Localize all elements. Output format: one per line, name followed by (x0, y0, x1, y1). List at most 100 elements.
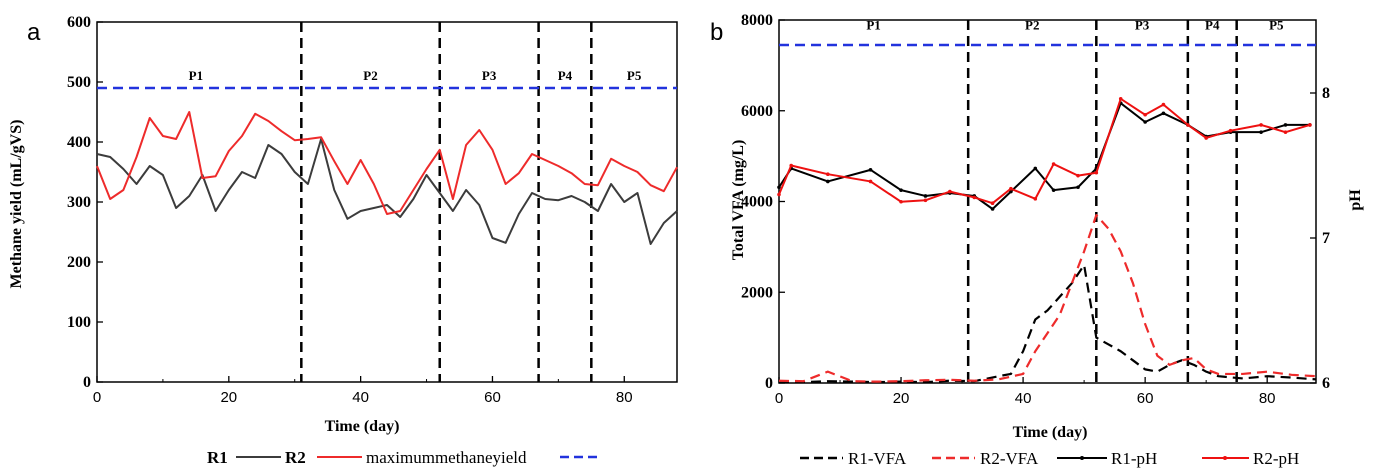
panel-b-series-r2-ph-point (1076, 173, 1080, 178)
panel-b-series-r1-ph-point (1051, 188, 1056, 192)
panel-b-series-r1-ph-point (826, 179, 830, 184)
panel-b-phase-label-p4: P4 (1205, 17, 1220, 32)
panel-b-series-r2-ph-point (1118, 97, 1123, 101)
panel-b-series-r1-ph-point (868, 168, 873, 172)
panel-b-x-tick-label: 40 (1015, 390, 1032, 407)
legend-label-r1-ph: R1-pH (1111, 449, 1157, 468)
panel-b-series-r1-ph-point (1033, 166, 1038, 171)
panel-b-series-r2-ph-point (868, 179, 873, 184)
panel-b-series-r2-ph-point (1283, 130, 1288, 134)
panel-a-x-tick-label: 20 (220, 389, 237, 406)
panel-b-series-r1-vfa-line (778, 263, 1317, 384)
panel-a-legend: R1 R2 maximummethaneyield (207, 448, 598, 467)
panel-b-series-r1-ph-point (990, 207, 995, 211)
panel-a-series-r2-line (96, 111, 678, 215)
panel-a-y-tick-label: 300 (67, 194, 91, 211)
panel-a-y-tick-label: 200 (67, 254, 91, 271)
panel-a-phase-label-p1: P1 (189, 68, 203, 83)
panel-a-plot-area: 0 20 40 60 80 0 100 200 300 400 500 600 P1 P2 P3 P4 P5 (67, 14, 678, 406)
legend-marker-r2-ph (1223, 456, 1227, 460)
panel-b-series-r1-ph-point (899, 188, 903, 192)
panel-b-series-r2-ph-point (1228, 128, 1233, 133)
panel-b-y-tick-label: 2000 (741, 284, 773, 301)
panel-a-phase-label-p2: P2 (363, 68, 377, 83)
panel-a-phase-label-p5: P5 (627, 68, 642, 83)
panel-b-series-r2-ph-point (1094, 170, 1099, 175)
legend-label-r2-ph: R2-pH (1253, 449, 1299, 468)
panel-b-series-r2-ph-point (1161, 102, 1166, 107)
legend-label-r2-vfa: R2-VFA (980, 449, 1039, 468)
panel-a-y-tick-label: 500 (67, 74, 91, 91)
panel-a-x-tick-label: 80 (616, 389, 633, 406)
panel-b-series-r1-ph-point (1259, 130, 1263, 134)
panel-b-series-r1-ph-point (1143, 120, 1147, 124)
legend-label-max-yield: maximummethaneyield (366, 448, 527, 467)
panel-b-series-r1-ph-point (777, 185, 781, 190)
panel-a: a 0 20 40 60 80 0 100 200 300 400 500 600 P1 P2 P3 P4 P5… (8, 14, 678, 467)
panel-b-series-r2-vfa-line (778, 214, 1317, 383)
panel-b-series-r1-ph-point (1009, 189, 1013, 194)
panel-b-series-r2-ph-point (990, 201, 995, 205)
panel-b-plot-area: 0 20 40 60 80 0 2000 4000 6000 8000 6 7 8 P1 P2 P3 P4 P5 (741, 12, 1330, 407)
panel-b-series-r1-ph-point (923, 194, 928, 198)
panel-b-y-axis-title: Total VFA (mg/L) (730, 140, 747, 261)
panel-b-y-tick-label: 6000 (741, 103, 773, 120)
panel-b-x-tick-label: 60 (1137, 390, 1154, 407)
panel-b-y2-tick-label: 7 (1322, 230, 1330, 247)
legend-label-r1: R1 (207, 448, 228, 467)
panel-b-y2-tick-label: 6 (1322, 375, 1330, 392)
panel-b-series-r2-ph-point (1051, 162, 1056, 166)
panel-a-y-tick-label: 0 (83, 374, 91, 391)
panel-b-x-tick-label: 20 (893, 390, 910, 407)
panel-b-series-r2-ph-point (923, 198, 928, 203)
panel-b-series-r2-ph-point (826, 172, 830, 176)
panel-b-y2-tick-label: 8 (1322, 85, 1330, 102)
panel-a-y-tick-label: 600 (67, 14, 91, 31)
panel-a-y-tick-label: 400 (67, 134, 91, 151)
panel-b-series-r1-ph-point (1076, 185, 1080, 190)
panel-b-series-r2-ph-line (778, 97, 1311, 205)
legend-marker-r1-ph (1080, 456, 1084, 460)
panel-b-y2-axis-title: pH (1347, 189, 1364, 211)
legend-label-r2: R2 (285, 448, 306, 467)
panel-a-phase-label-p3: P3 (482, 68, 497, 83)
legend-label-r1-vfa: R1-VFA (848, 449, 907, 468)
panel-a-x-axis-title: Time (day) (325, 418, 400, 435)
panel-a-x-tick-label: 60 (484, 389, 501, 406)
panel-b-label: b (710, 19, 723, 46)
panel-b-series-r2-ph-point (789, 163, 794, 168)
panel-b-phase-label-p3: P3 (1135, 17, 1150, 32)
panel-a-series-r1-line (96, 138, 678, 245)
panel-b-series-r1-ph-point (1161, 111, 1166, 116)
panel-b-legend: R1-VFA R2-VFA R1-pH R2-pH (800, 449, 1299, 468)
panel-b-phase-label-p2: P2 (1025, 17, 1039, 32)
panel-b: b 0 20 40 60 80 0 2000 4000 6000 8000 6 7 8 P1 P2 P3 P4 P… (710, 12, 1364, 468)
panel-a-x-tick-label: 40 (352, 389, 369, 406)
panel-a-x-tick-label: 0 (93, 389, 101, 406)
panel-b-series-r2-ph-point (1143, 112, 1147, 117)
panel-b-series-r1-ph-point (1283, 123, 1288, 127)
panel-a-y-tick-label: 100 (67, 314, 91, 331)
panel-b-series-r2-ph-point (948, 189, 952, 194)
panel-b-phase-label-p1: P1 (866, 17, 880, 32)
panel-b-x-tick-label: 80 (1259, 390, 1276, 407)
panel-b-series-r2-ph-point (777, 192, 781, 197)
panel-b-x-axis-title: Time (day) (1013, 424, 1088, 441)
panel-a-label: a (27, 19, 41, 46)
panel-b-series-r2-ph-point (1009, 186, 1013, 191)
panel-a-y-axis-title: Methane yield (mL/gVS) (8, 120, 25, 289)
panel-b-y-tick-label: 4000 (741, 194, 773, 211)
panel-a-phase-label-p4: P4 (558, 68, 573, 83)
panel-b-phase-label-p5: P5 (1269, 17, 1284, 32)
panel-b-x-tick-label: 0 (775, 390, 783, 407)
panel-b-series-r2-ph-point (899, 199, 903, 204)
panel-b-series-r2-ph-point (1308, 123, 1312, 127)
panel-b-series-r2-ph-point (1204, 136, 1208, 140)
panel-b-y-tick-label: 8000 (741, 12, 773, 29)
panel-b-series-r2-ph-point (972, 195, 977, 200)
panel-b-series-r1-ph-line (778, 102, 1310, 210)
panel-b-series-r2-ph-point (1186, 123, 1190, 127)
panel-b-series-r2-ph-point (1259, 123, 1263, 127)
panel-b-series-r2-ph-point (1033, 197, 1038, 201)
